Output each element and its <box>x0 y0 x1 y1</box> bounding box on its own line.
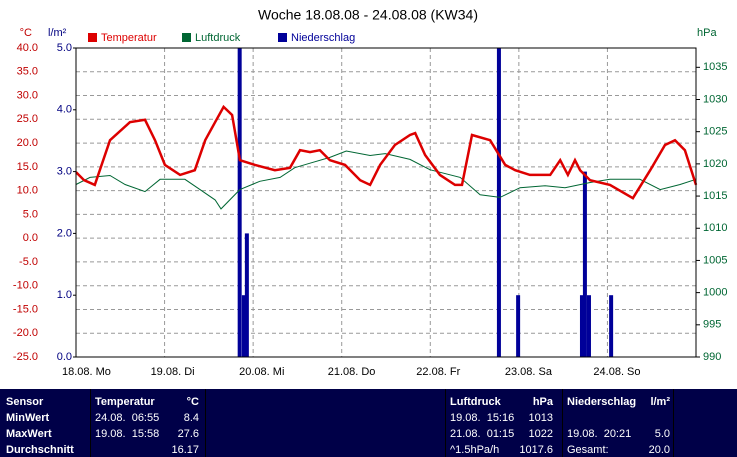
table-cell: 1017.6 <box>519 444 553 456</box>
precip-bar <box>579 295 584 357</box>
table-cell: Niederschlag <box>567 396 637 408</box>
divider <box>445 389 446 457</box>
table-cell: 24.08. 06:55 <box>95 412 160 424</box>
legend-swatch <box>182 33 191 42</box>
y3-tick-label: 5.0 <box>57 42 72 54</box>
table-cell: MaxWert <box>6 428 52 440</box>
y-tick-label: -10.0 <box>13 280 38 292</box>
y-tick-label: 0.0 <box>23 232 38 244</box>
x-tick-label: 24.08. So <box>593 366 640 378</box>
y-tick-label: 10.0 <box>17 185 38 197</box>
y2-tick-label: 1005 <box>703 254 727 266</box>
table-cell: l/m² <box>650 396 670 408</box>
x-tick-label: 22.08. Fr <box>416 366 460 378</box>
table-cell: Sensor <box>6 396 44 408</box>
y2-tick-label: 1030 <box>703 93 727 105</box>
legend-label: Temperatur <box>101 32 157 44</box>
table-cell: °C <box>186 396 199 408</box>
y-tick-label: 35.0 <box>17 66 38 78</box>
precip-bar <box>496 48 501 357</box>
table-cell: 20.0 <box>648 444 670 456</box>
precip-bar <box>237 48 242 357</box>
y2-unit: hPa <box>697 27 717 39</box>
table-cell: 19.08. 20:21 <box>567 428 632 440</box>
x-tick-label: 20.08. Mi <box>239 366 284 378</box>
precip-bar <box>244 233 249 357</box>
precip-bar <box>516 295 521 357</box>
legend-label: Niederschlag <box>291 32 355 44</box>
precip-bar <box>586 295 591 357</box>
stats-table: Sensor Temperatur °C Luftdruck hPa Niederschl… <box>0 389 737 457</box>
table-cell: 19.08. 15:16 <box>450 412 515 424</box>
table-cell: 27.6 <box>177 428 199 440</box>
table-cell: 16.17 <box>171 444 199 456</box>
y-tick-label: -25.0 <box>13 351 38 363</box>
y2-tick-label: 1015 <box>703 190 727 202</box>
table-cell: MinWert <box>6 412 50 424</box>
legend-label: Luftdruck <box>195 32 241 44</box>
y2-tick-label: 990 <box>703 351 721 363</box>
y-tick-label: -5.0 <box>19 256 38 268</box>
plot-border <box>75 47 697 358</box>
y-tick-label: 30.0 <box>17 89 38 101</box>
table-cell: 21.08. 01:15 <box>450 428 515 440</box>
table-cell: 8.4 <box>183 412 199 424</box>
table-cell: 1022 <box>528 428 553 440</box>
y2-tick-label: 995 <box>703 319 721 331</box>
table-cell: 5.0 <box>654 428 670 440</box>
legend-swatch <box>88 33 97 42</box>
table-cell: ^1.5hPa/h <box>450 444 500 456</box>
y-tick-label: -15.0 <box>13 303 38 315</box>
table-cell: hPa <box>532 396 553 408</box>
table-cell: 1013 <box>528 412 553 424</box>
y2-tick-label: 1035 <box>703 61 727 73</box>
y2-tick-label: 1000 <box>703 287 727 299</box>
precip-bar <box>241 295 246 357</box>
y3-tick-label: 3.0 <box>57 166 72 178</box>
y3-tick-label: 2.0 <box>57 227 72 239</box>
divider <box>90 389 91 457</box>
table-cell: Gesamt: <box>567 444 609 456</box>
legend-swatch <box>278 33 287 42</box>
table-cell: Luftdruck <box>450 396 501 408</box>
y3-tick-label: 4.0 <box>57 104 72 116</box>
y2-tick-label: 1010 <box>703 222 727 234</box>
y-tick-label: 5.0 <box>23 208 38 220</box>
table-cell: Durchschnitt <box>6 444 74 456</box>
y3-unit: l/m² <box>48 27 67 39</box>
y3-tick-label: 1.0 <box>57 289 72 301</box>
divider <box>673 389 674 457</box>
series-line <box>75 150 697 210</box>
y-tick-label: 25.0 <box>17 113 38 125</box>
chart-title: Woche 18.08.08 - 24.08.08 (KW34) <box>258 7 478 23</box>
precip-bar <box>582 171 587 357</box>
precip-bar <box>609 295 614 357</box>
table-cell: Temperatur <box>95 396 155 408</box>
y-tick-label: -20.0 <box>13 327 38 339</box>
divider <box>205 389 206 457</box>
table-cell: 19.08. 15:58 <box>95 428 160 440</box>
x-tick-label: 23.08. Sa <box>505 366 553 378</box>
y3-tick-label: 0.0 <box>57 351 72 363</box>
y2-tick-label: 1025 <box>703 126 727 138</box>
plot-area <box>76 48 696 357</box>
y2-tick-label: 1020 <box>703 158 727 170</box>
x-tick-label: 19.08. Di <box>151 366 195 378</box>
series-line <box>75 104 698 200</box>
y-tick-label: 40.0 <box>17 42 38 54</box>
y-tick-label: 15.0 <box>17 161 38 173</box>
y-unit: °C <box>20 27 32 39</box>
x-tick-label: 21.08. Do <box>328 366 376 378</box>
x-tick-label: 18.08. Mo <box>62 366 111 378</box>
y-tick-label: 20.0 <box>17 137 38 149</box>
divider <box>562 389 563 457</box>
chart: Woche 18.08.08 - 24.08.08 (KW34) °C l/m²… <box>13 7 728 378</box>
